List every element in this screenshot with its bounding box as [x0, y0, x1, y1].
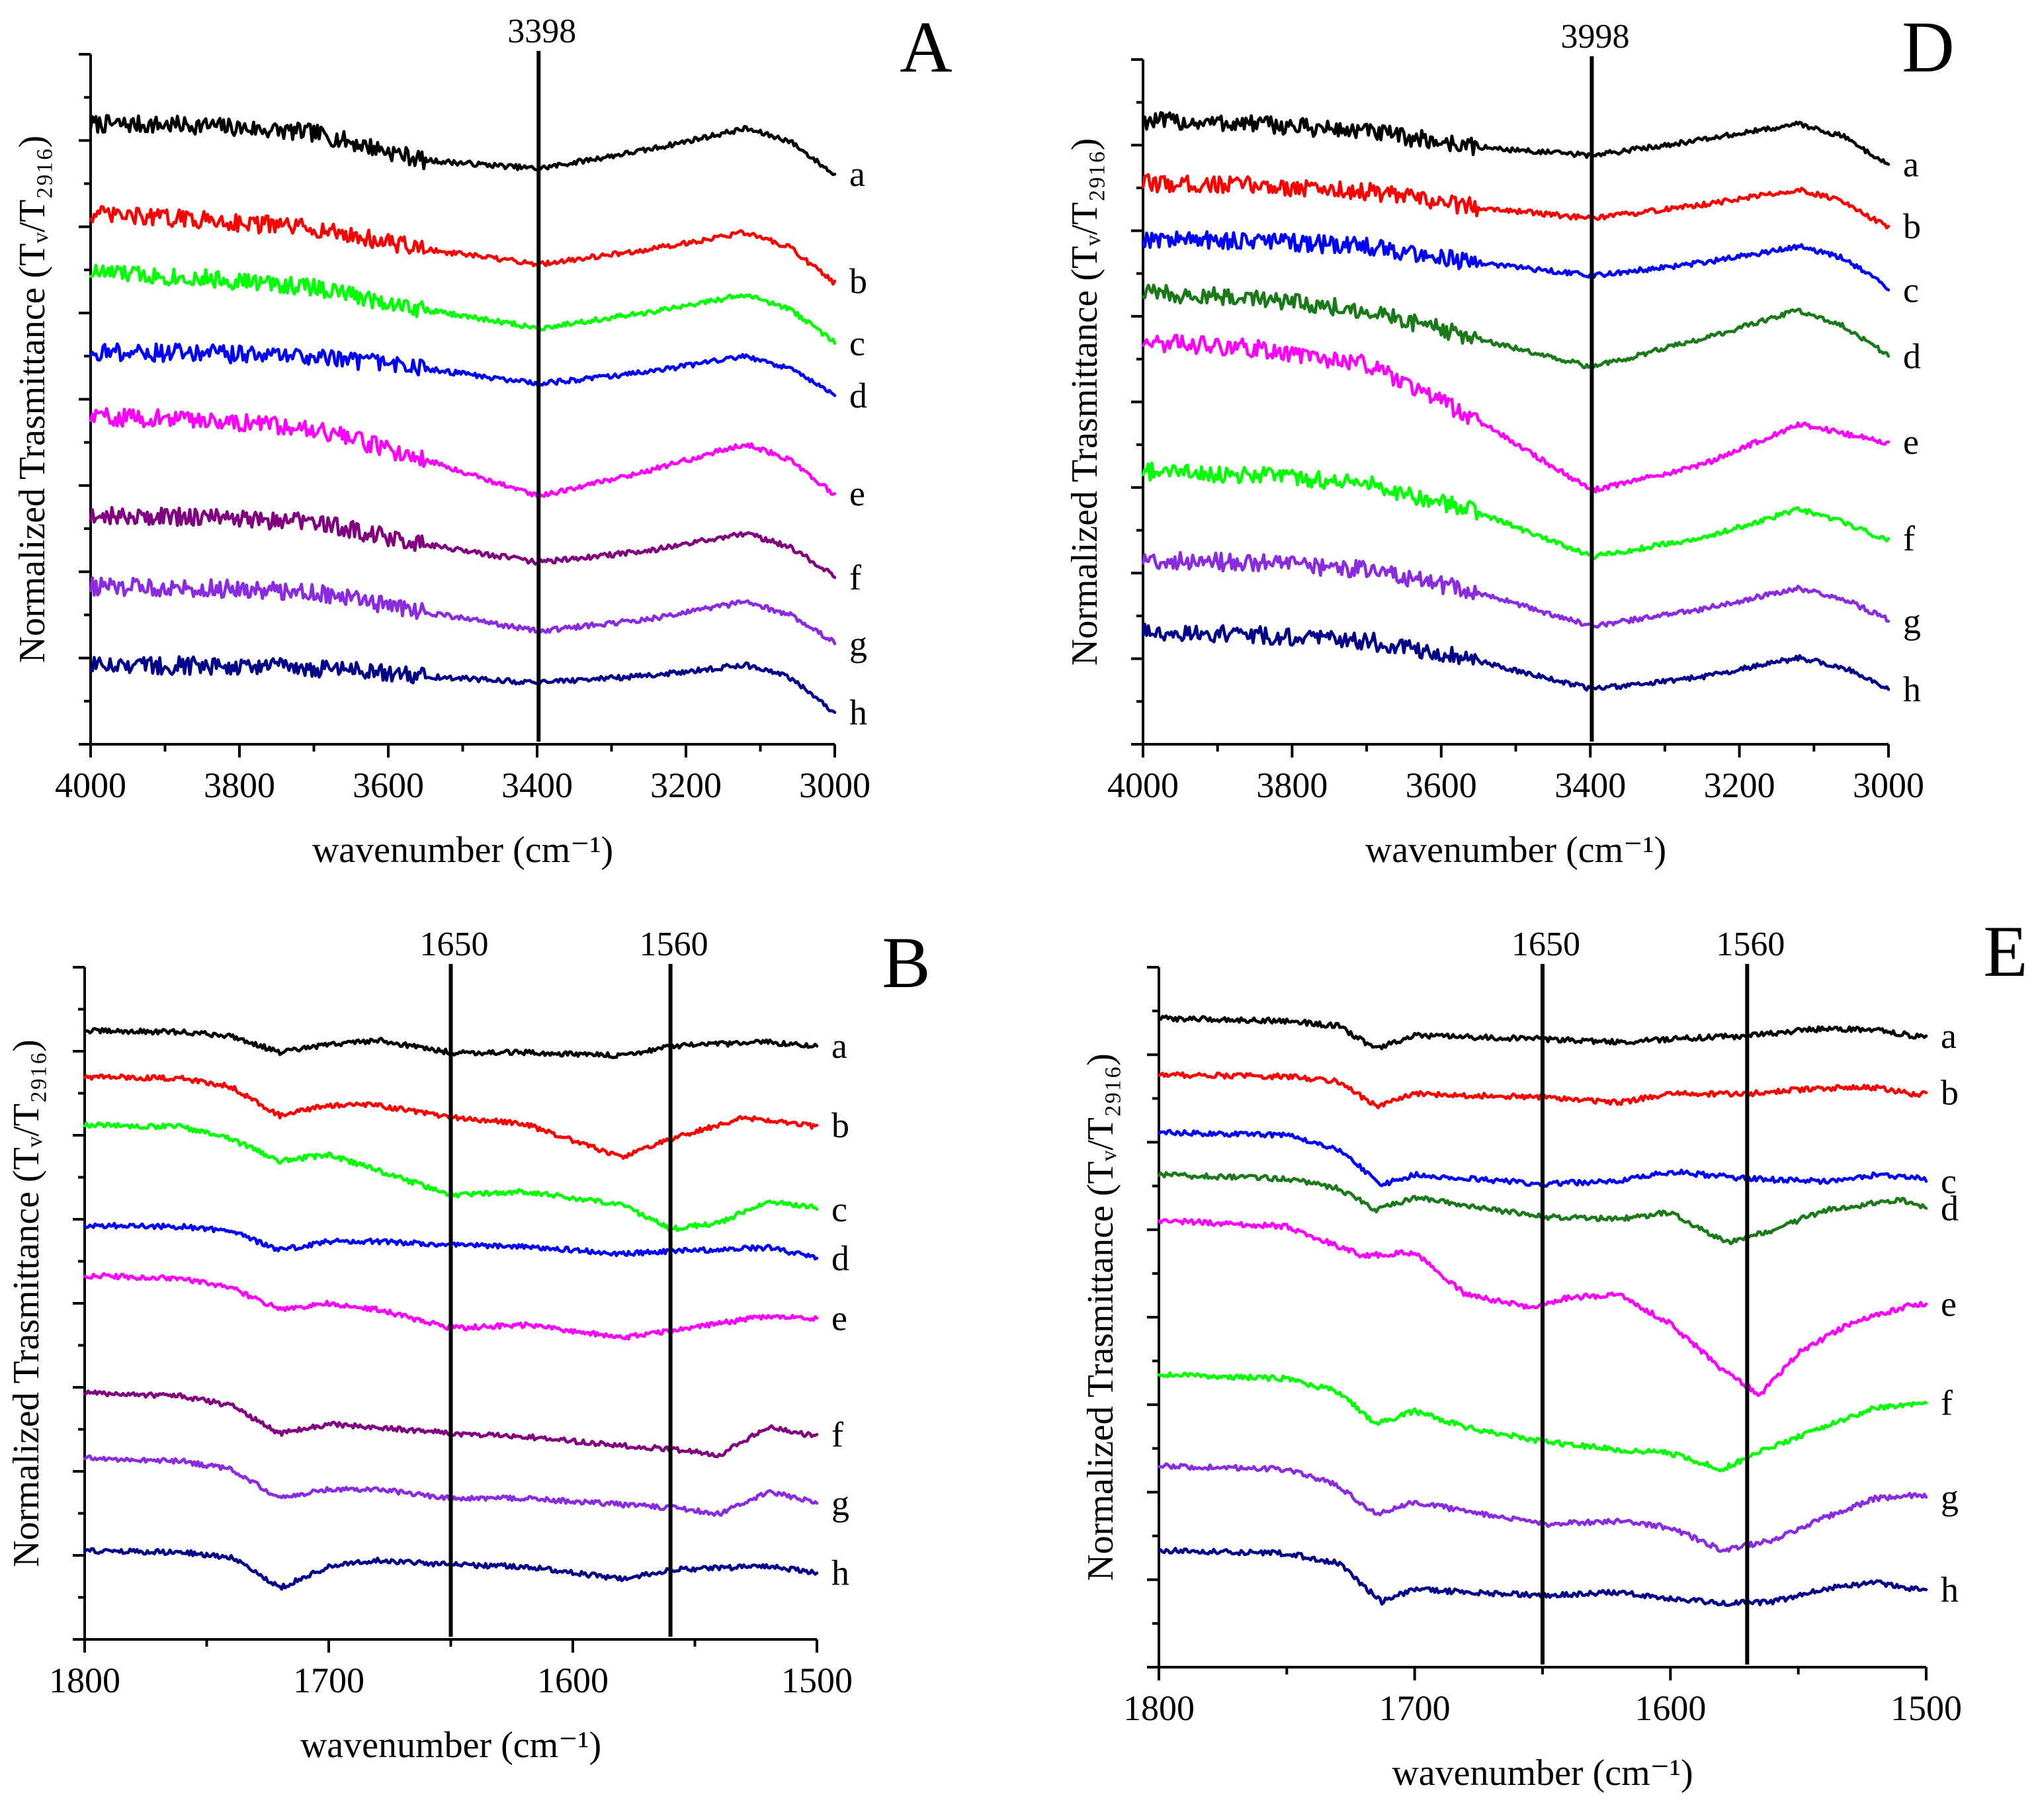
x-tick-label: 3200 [1704, 765, 1775, 805]
marker-label-3398: 3398 [507, 13, 576, 50]
series-label-c: c [1903, 270, 1919, 310]
series-label-c: c [1941, 1161, 1957, 1201]
marker-label-1650: 1650 [420, 926, 489, 963]
series-line-b [1141, 173, 1890, 230]
series-line-e [1141, 333, 1890, 494]
series-label-g: g [849, 624, 867, 664]
series-label-e: e [1903, 422, 1919, 462]
panel-a: 4000 3800 3600 3400 3200 3000 wavenumber (cm⁻¹… [12, 7, 953, 871]
series-label-h: h [831, 1553, 849, 1593]
series-line-g [1141, 550, 1890, 629]
y-axis-title: Normalized Trasmittance (Tᵥ/T₂₉₁₆) [1080, 1053, 1121, 1581]
y-axis-title: Normalized Trasmittance (Tᵥ/T₂₉₁₆) [1064, 138, 1105, 666]
marker-label-1650: 1650 [1511, 926, 1580, 963]
x-tick-label: 3000 [1853, 765, 1924, 805]
series-label-f: f [831, 1414, 843, 1454]
series-line-f [1141, 461, 1890, 560]
series-line-c [1141, 230, 1890, 292]
series-label-a: a [849, 154, 865, 194]
marker-label-3998: 3998 [1560, 18, 1629, 56]
series-label-g: g [1941, 1477, 1959, 1517]
series-label-g: g [831, 1483, 849, 1523]
series-label-f: f [849, 558, 861, 597]
panel-letter: D [1902, 7, 1954, 87]
series-line-g [89, 576, 837, 646]
series-label-b: b [831, 1105, 849, 1145]
series-line-f [89, 505, 837, 580]
x-tick-label: 1500 [1890, 1688, 1962, 1728]
x-tick-label: 1700 [1379, 1688, 1451, 1728]
series-label-d: d [1941, 1188, 1959, 1228]
series-label-b: b [1903, 206, 1921, 246]
series-label-c: c [831, 1190, 847, 1229]
series-line-d [1141, 283, 1890, 370]
series-label-h: h [1941, 1570, 1959, 1610]
series-label-f: f [1941, 1383, 1953, 1422]
x-tick-label: 3600 [353, 765, 424, 805]
x-tick-label: 4000 [1107, 765, 1179, 805]
series-line-h [89, 655, 837, 715]
x-tick-label: 1800 [49, 1661, 120, 1700]
x-tick-label: 1700 [293, 1661, 364, 1700]
series-label-e: e [831, 1298, 847, 1338]
series-line-h [1141, 623, 1890, 692]
series-label-c: c [849, 324, 865, 363]
series-label-f: f [1903, 519, 1915, 558]
x-tick-label: 3400 [1554, 765, 1626, 805]
series-label-a: a [1941, 1016, 1957, 1056]
series-label-a: a [1903, 145, 1919, 185]
y-axis-title: Normalized Trasmittance (Tᵥ/T₂₉₁₆) [6, 1039, 47, 1567]
x-tick-label: 3000 [799, 765, 870, 805]
series-label-b: b [1941, 1073, 1959, 1113]
series-label-e: e [849, 474, 865, 513]
x-tick-label: 3400 [501, 765, 573, 805]
series-label-b: b [849, 261, 867, 301]
marker-label-1560: 1560 [1716, 926, 1785, 963]
x-tick-label: 3200 [650, 765, 722, 805]
series-line-e [89, 407, 837, 498]
series-label-g: g [1903, 601, 1921, 641]
series-label-a: a [831, 1026, 847, 1066]
x-tick-label: 1600 [1634, 1688, 1706, 1728]
series-line-a [1141, 111, 1890, 166]
series-line-c [89, 263, 837, 345]
x-tick-label: 1500 [781, 1661, 853, 1700]
series-label-h: h [849, 693, 867, 732]
panel-letter: A [900, 7, 952, 87]
x-tick-label: 1800 [1123, 1688, 1195, 1728]
panel-d: 4000 3800 3600 3400 3200 3000 wavenumber (cm⁻¹… [1064, 7, 1955, 871]
series-line-a [89, 114, 837, 177]
x-axis-title: wavenumber (cm⁻¹) [312, 830, 613, 871]
x-axis-title: wavenumber (cm⁻¹) [1365, 830, 1666, 871]
x-axis-title: wavenumber (cm⁻¹) [300, 1725, 601, 1766]
panel-letter: B [882, 922, 930, 1003]
x-tick-label: 3800 [1256, 765, 1328, 805]
series-label-e: e [1941, 1284, 1957, 1324]
series-label-d: d [1903, 336, 1921, 376]
series-line-b [89, 205, 837, 286]
x-tick-label: 3600 [1406, 765, 1477, 805]
series-label-d: d [831, 1238, 849, 1278]
marker-label-1560: 1560 [640, 926, 708, 963]
x-tick-label: 3800 [204, 765, 275, 805]
y-axis-title: Normalized Trasmittance (Tᵥ/T₂₉₁₆) [12, 136, 53, 663]
panel-e: 1800 1700 1600 1500 wavenumber (cm⁻¹) Normali… [1080, 911, 2028, 1794]
series-label-d: d [849, 376, 867, 415]
x-axis-title: wavenumber (cm⁻¹) [1392, 1753, 1693, 1794]
x-tick-label: 1600 [537, 1661, 609, 1700]
series-label-h: h [1903, 670, 1921, 709]
panel-b: 1800 1700 1600 1500 wavenumber (cm⁻¹) Normali… [6, 922, 931, 1766]
series-line-d [89, 342, 837, 398]
panel-letter: E [1983, 911, 2027, 992]
x-tick-label: 4000 [55, 765, 126, 805]
